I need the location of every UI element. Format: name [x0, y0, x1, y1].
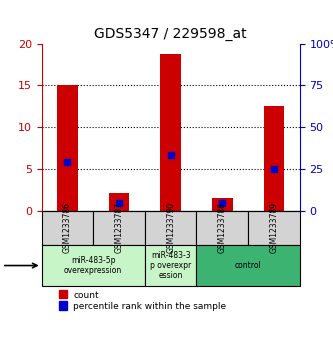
- Text: GSM1233789: GSM1233789: [269, 203, 278, 253]
- FancyBboxPatch shape: [145, 211, 196, 245]
- Text: miR-483-3
p overexpr
ession: miR-483-3 p overexpr ession: [150, 250, 191, 281]
- Text: GSM1233786: GSM1233786: [63, 203, 72, 253]
- FancyBboxPatch shape: [196, 245, 300, 286]
- Text: GSM1233790: GSM1233790: [166, 202, 175, 253]
- Bar: [161, 54, 181, 211]
- Title: GDS5347 / 229598_at: GDS5347 / 229598_at: [94, 27, 247, 41]
- Text: GSM1233788: GSM1233788: [218, 203, 227, 253]
- Text: protocol: protocol: [0, 261, 37, 270]
- Bar: [212, 198, 232, 211]
- Text: control: control: [235, 261, 261, 270]
- Bar: [109, 192, 130, 211]
- FancyBboxPatch shape: [196, 211, 248, 245]
- FancyBboxPatch shape: [145, 245, 196, 286]
- FancyBboxPatch shape: [42, 211, 93, 245]
- FancyBboxPatch shape: [42, 245, 145, 286]
- FancyBboxPatch shape: [248, 211, 300, 245]
- Bar: [264, 106, 284, 211]
- Text: miR-483-5p
overexpression: miR-483-5p overexpression: [64, 256, 122, 275]
- Legend: count, percentile rank within the sample: count, percentile rank within the sample: [59, 291, 227, 311]
- Text: GSM1233787: GSM1233787: [115, 203, 124, 253]
- FancyBboxPatch shape: [93, 211, 145, 245]
- Bar: [57, 85, 78, 211]
